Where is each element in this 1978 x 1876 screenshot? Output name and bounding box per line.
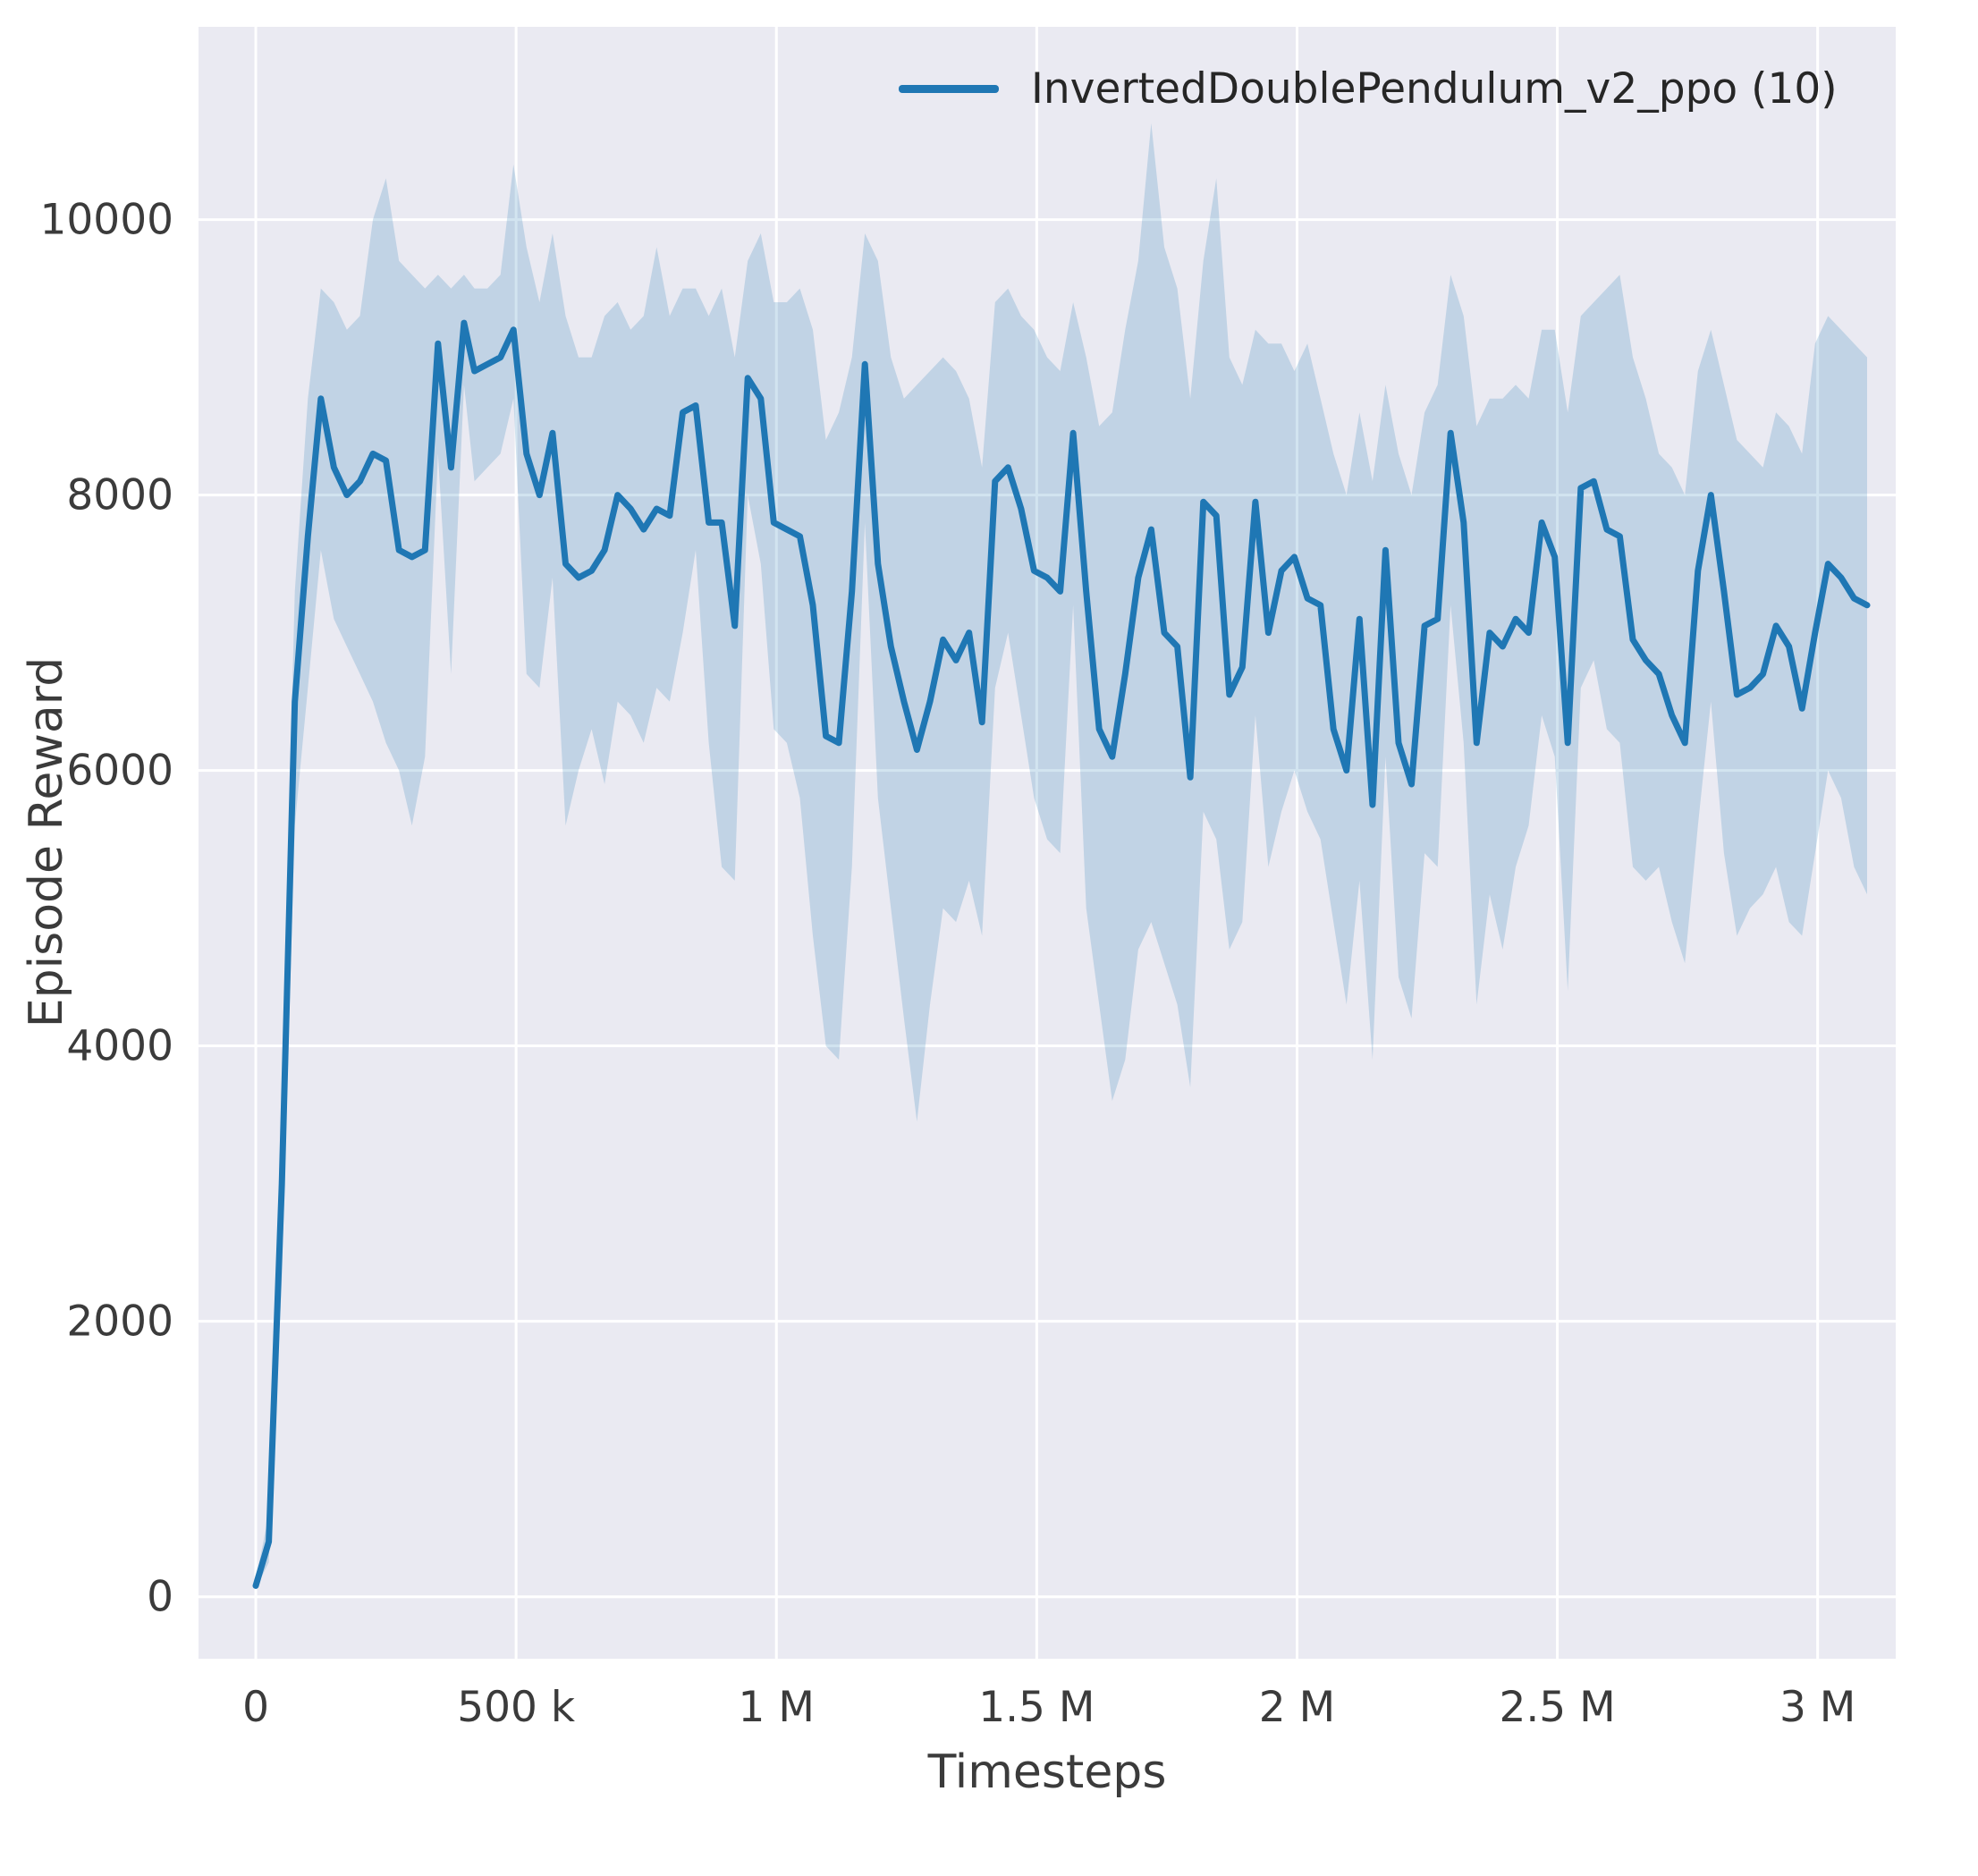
y-tick-label: 6000 [66,747,173,796]
y-tick-label: 4000 [66,1022,173,1071]
legend: InvertedDoublePendulum_v2_ppo (10) [899,64,1838,114]
x-tick-label: 2.5 M [1499,1683,1615,1732]
x-tick-label: 1.5 M [978,1683,1095,1732]
x-tick-label: 0 [242,1683,269,1732]
y-axis-label: Episode Reward [20,656,73,1028]
x-tick-label: 1 M [739,1683,815,1732]
y-tick-label: 10000 [39,196,173,245]
y-tick-label: 8000 [66,471,173,520]
mean-reward-line [252,319,1871,1589]
x-axis-label: Timesteps [927,1745,1167,1799]
y-tick-label: 2000 [66,1297,173,1347]
x-tick-label: 3 M [1779,1683,1855,1732]
y-tick-label: 0 [147,1573,173,1622]
legend-label: InvertedDoublePendulum_v2_ppo (10) [1031,64,1838,114]
x-tick-label: 500 k [457,1683,576,1732]
confidence-band [256,123,1867,1589]
x-tick-label: 2 M [1259,1683,1335,1732]
plot-background [199,27,1896,1659]
legend-line-swatch [899,85,999,93]
